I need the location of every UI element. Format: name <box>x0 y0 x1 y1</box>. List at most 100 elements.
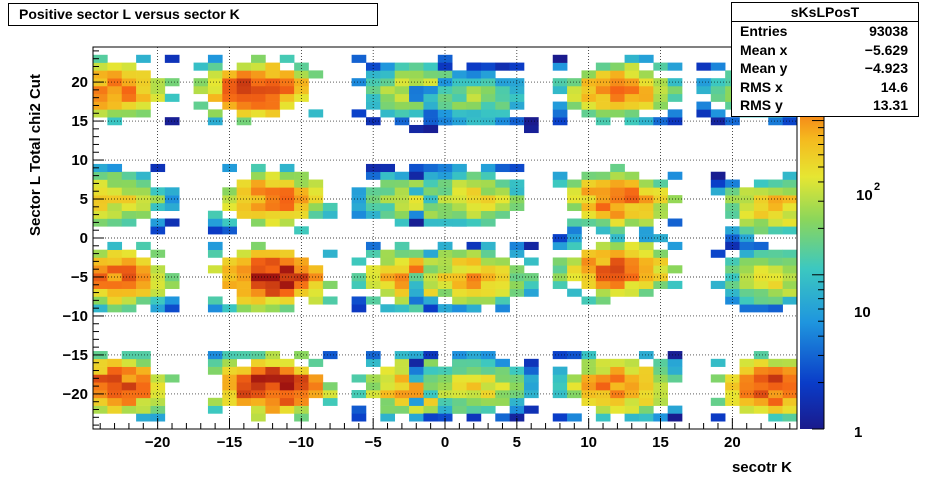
heatmap-cell <box>480 117 496 126</box>
heatmap-cell <box>351 390 367 399</box>
heatmap-cell <box>567 257 582 266</box>
heatmap-cell <box>567 382 582 391</box>
heatmap-cell <box>294 62 309 71</box>
heatmap-cell <box>480 62 496 71</box>
heatmap-cell <box>610 366 625 375</box>
heatmap-cell <box>638 78 654 87</box>
heatmap-cell <box>739 218 755 227</box>
heatmap-cell <box>638 249 654 258</box>
heatmap-cell <box>380 109 396 118</box>
heatmap-cell <box>351 296 367 305</box>
heatmap-cell <box>207 218 223 227</box>
heatmap-cell <box>638 397 654 406</box>
heatmap-cell <box>251 296 266 305</box>
heatmap-cell <box>480 280 496 289</box>
heatmap-cell <box>380 101 396 110</box>
heatmap-cell <box>294 288 309 297</box>
y-axis-label: Sector L Total chi2 Cut <box>27 74 44 236</box>
heatmap-cell <box>380 366 396 375</box>
heatmap-cell <box>279 202 295 212</box>
heatmap-cell <box>251 70 266 79</box>
heatmap-cell <box>207 85 223 95</box>
heatmap-cell <box>164 117 180 126</box>
y-axis-ticks: −20 −15 −10 −5 0 5 10 15 20 <box>63 50 104 426</box>
heatmap-cell <box>164 187 180 196</box>
heatmap-cell <box>768 280 783 289</box>
heatmap-cell <box>294 171 309 180</box>
heatmap-cell <box>93 70 108 79</box>
heatmap-cell <box>638 202 654 212</box>
heatmap-cell <box>279 257 295 266</box>
heatmap-cell <box>739 273 755 282</box>
heatmap-cell <box>136 296 151 305</box>
heatmap-cell <box>552 171 568 180</box>
heatmap-cell <box>768 117 783 126</box>
heatmap-cell <box>236 366 252 375</box>
heatmap-cell <box>696 101 712 110</box>
heatmap-cell <box>466 93 482 102</box>
heatmap-cell <box>409 288 424 297</box>
heatmap-cell <box>782 382 798 391</box>
heatmap-cell <box>107 109 123 118</box>
heatmap-cell <box>107 187 123 196</box>
heatmap-cell <box>624 54 640 63</box>
heatmap-cell <box>480 210 496 219</box>
heatmap-cell <box>164 273 180 282</box>
heatmap-cell <box>365 210 381 219</box>
heatmap-cell <box>480 78 496 87</box>
heatmap-cell <box>294 390 309 399</box>
heatmap-cell <box>121 358 137 367</box>
heatmap-cell <box>121 304 137 313</box>
heatmap-cell <box>638 257 654 266</box>
heatmap-cell <box>581 171 597 180</box>
heatmap-cell <box>452 382 467 391</box>
heatmap-cell <box>638 390 654 399</box>
heatmap-cell <box>739 234 755 243</box>
heatmap-cell <box>107 249 123 258</box>
heatmap-cell <box>581 374 597 383</box>
heatmap-cell <box>93 366 108 375</box>
heatmap-cell <box>265 179 281 188</box>
heatmap-cell <box>265 210 281 219</box>
heatmap-cell <box>409 109 424 118</box>
heatmap-cell <box>308 382 324 391</box>
heatmap-cell <box>365 171 381 180</box>
heatmap-cell <box>136 366 151 375</box>
x-tick-label: 0 <box>441 434 449 451</box>
heatmap-cell <box>294 366 309 375</box>
heatmap-cell <box>768 249 783 258</box>
heatmap-cell <box>351 273 367 282</box>
heatmap-cell <box>423 351 439 360</box>
heatmap-cell <box>251 366 266 375</box>
heatmap-cell <box>93 405 108 414</box>
heatmap-cell <box>552 109 568 118</box>
heatmap-cell <box>710 397 726 406</box>
heatmap-cell <box>480 93 496 102</box>
heatmap-cell <box>380 70 396 79</box>
heatmap-cell <box>509 101 525 110</box>
heatmap-cell <box>164 218 180 227</box>
heatmap-cell <box>782 265 798 274</box>
heatmap-cell <box>437 54 453 63</box>
heatmap-cell <box>739 358 755 367</box>
heatmap-cell <box>567 202 582 212</box>
heatmap-cell <box>409 397 424 406</box>
heatmap-cell <box>739 304 755 313</box>
heatmap-cell <box>251 210 266 219</box>
heatmap-cell <box>380 288 396 297</box>
heatmap-cell <box>150 78 166 87</box>
heatmap-cell <box>595 218 611 227</box>
heatmap-cell <box>524 405 539 414</box>
heatmap-cell <box>524 382 539 391</box>
heatmap-cell <box>466 273 482 282</box>
heatmap-cell <box>595 85 611 95</box>
heatmap-cell <box>409 296 424 305</box>
heatmap-cell <box>365 85 381 95</box>
heatmap-cell <box>509 62 525 71</box>
heatmap-cell <box>136 265 151 274</box>
heatmap-cell <box>136 78 151 87</box>
heatmap-cell <box>466 70 482 79</box>
heatmap-cell <box>121 265 137 274</box>
heatmap-cell <box>409 374 424 383</box>
heatmap-cell <box>466 218 482 227</box>
